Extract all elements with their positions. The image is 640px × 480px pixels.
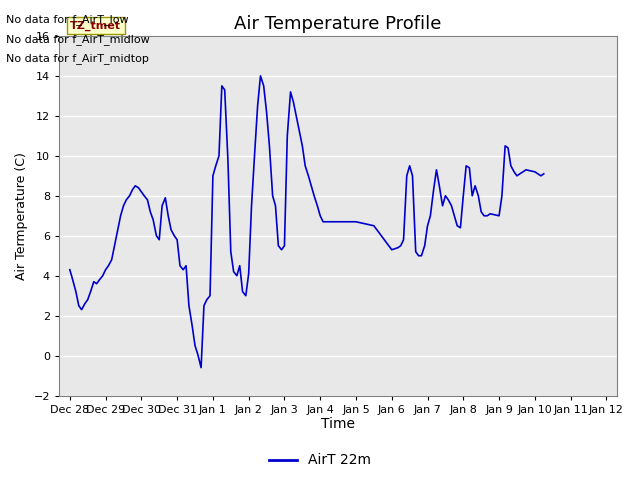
Text: No data for f_AirT_low: No data for f_AirT_low	[6, 14, 129, 25]
Legend: AirT 22m: AirT 22m	[264, 448, 376, 473]
Text: No data for f_AirT_midtop: No data for f_AirT_midtop	[6, 53, 149, 64]
Title: Air Temperature Profile: Air Temperature Profile	[234, 15, 442, 33]
Text: No data for f_AirT_midlow: No data for f_AirT_midlow	[6, 34, 150, 45]
X-axis label: Time: Time	[321, 418, 355, 432]
Y-axis label: Air Termperature (C): Air Termperature (C)	[15, 152, 28, 280]
Text: TZ_tmet: TZ_tmet	[70, 21, 121, 31]
